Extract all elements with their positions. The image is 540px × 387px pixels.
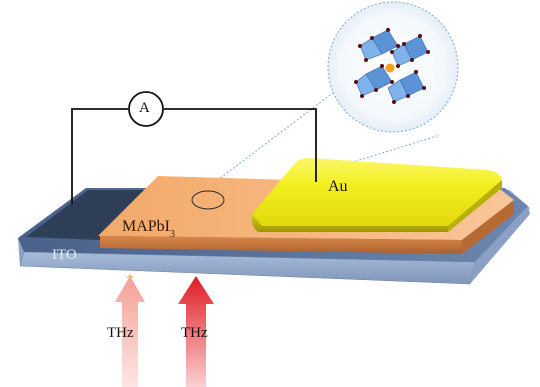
thz-label-left: THz [107, 325, 134, 341]
perovskite-label: MAPbI3 [122, 218, 176, 241]
ammeter-label: A [139, 100, 150, 116]
perovskite-label-subscript: 3 [170, 229, 176, 241]
thz-beam-right [178, 276, 214, 387]
ammeter-symbol [128, 91, 164, 127]
lattice-zoom-bubble [327, 1, 459, 133]
ito-label: ITO [52, 247, 77, 263]
thz-beam-left [115, 274, 145, 387]
left-electrode [26, 190, 158, 240]
circuit [71, 91, 317, 204]
perovskite-label-main: MAPbI [122, 218, 171, 235]
thz-label-right: THz [181, 325, 208, 341]
gold-electrode [251, 158, 502, 232]
perovskite-lattice [354, 28, 430, 104]
gold-label: Au [328, 178, 348, 195]
